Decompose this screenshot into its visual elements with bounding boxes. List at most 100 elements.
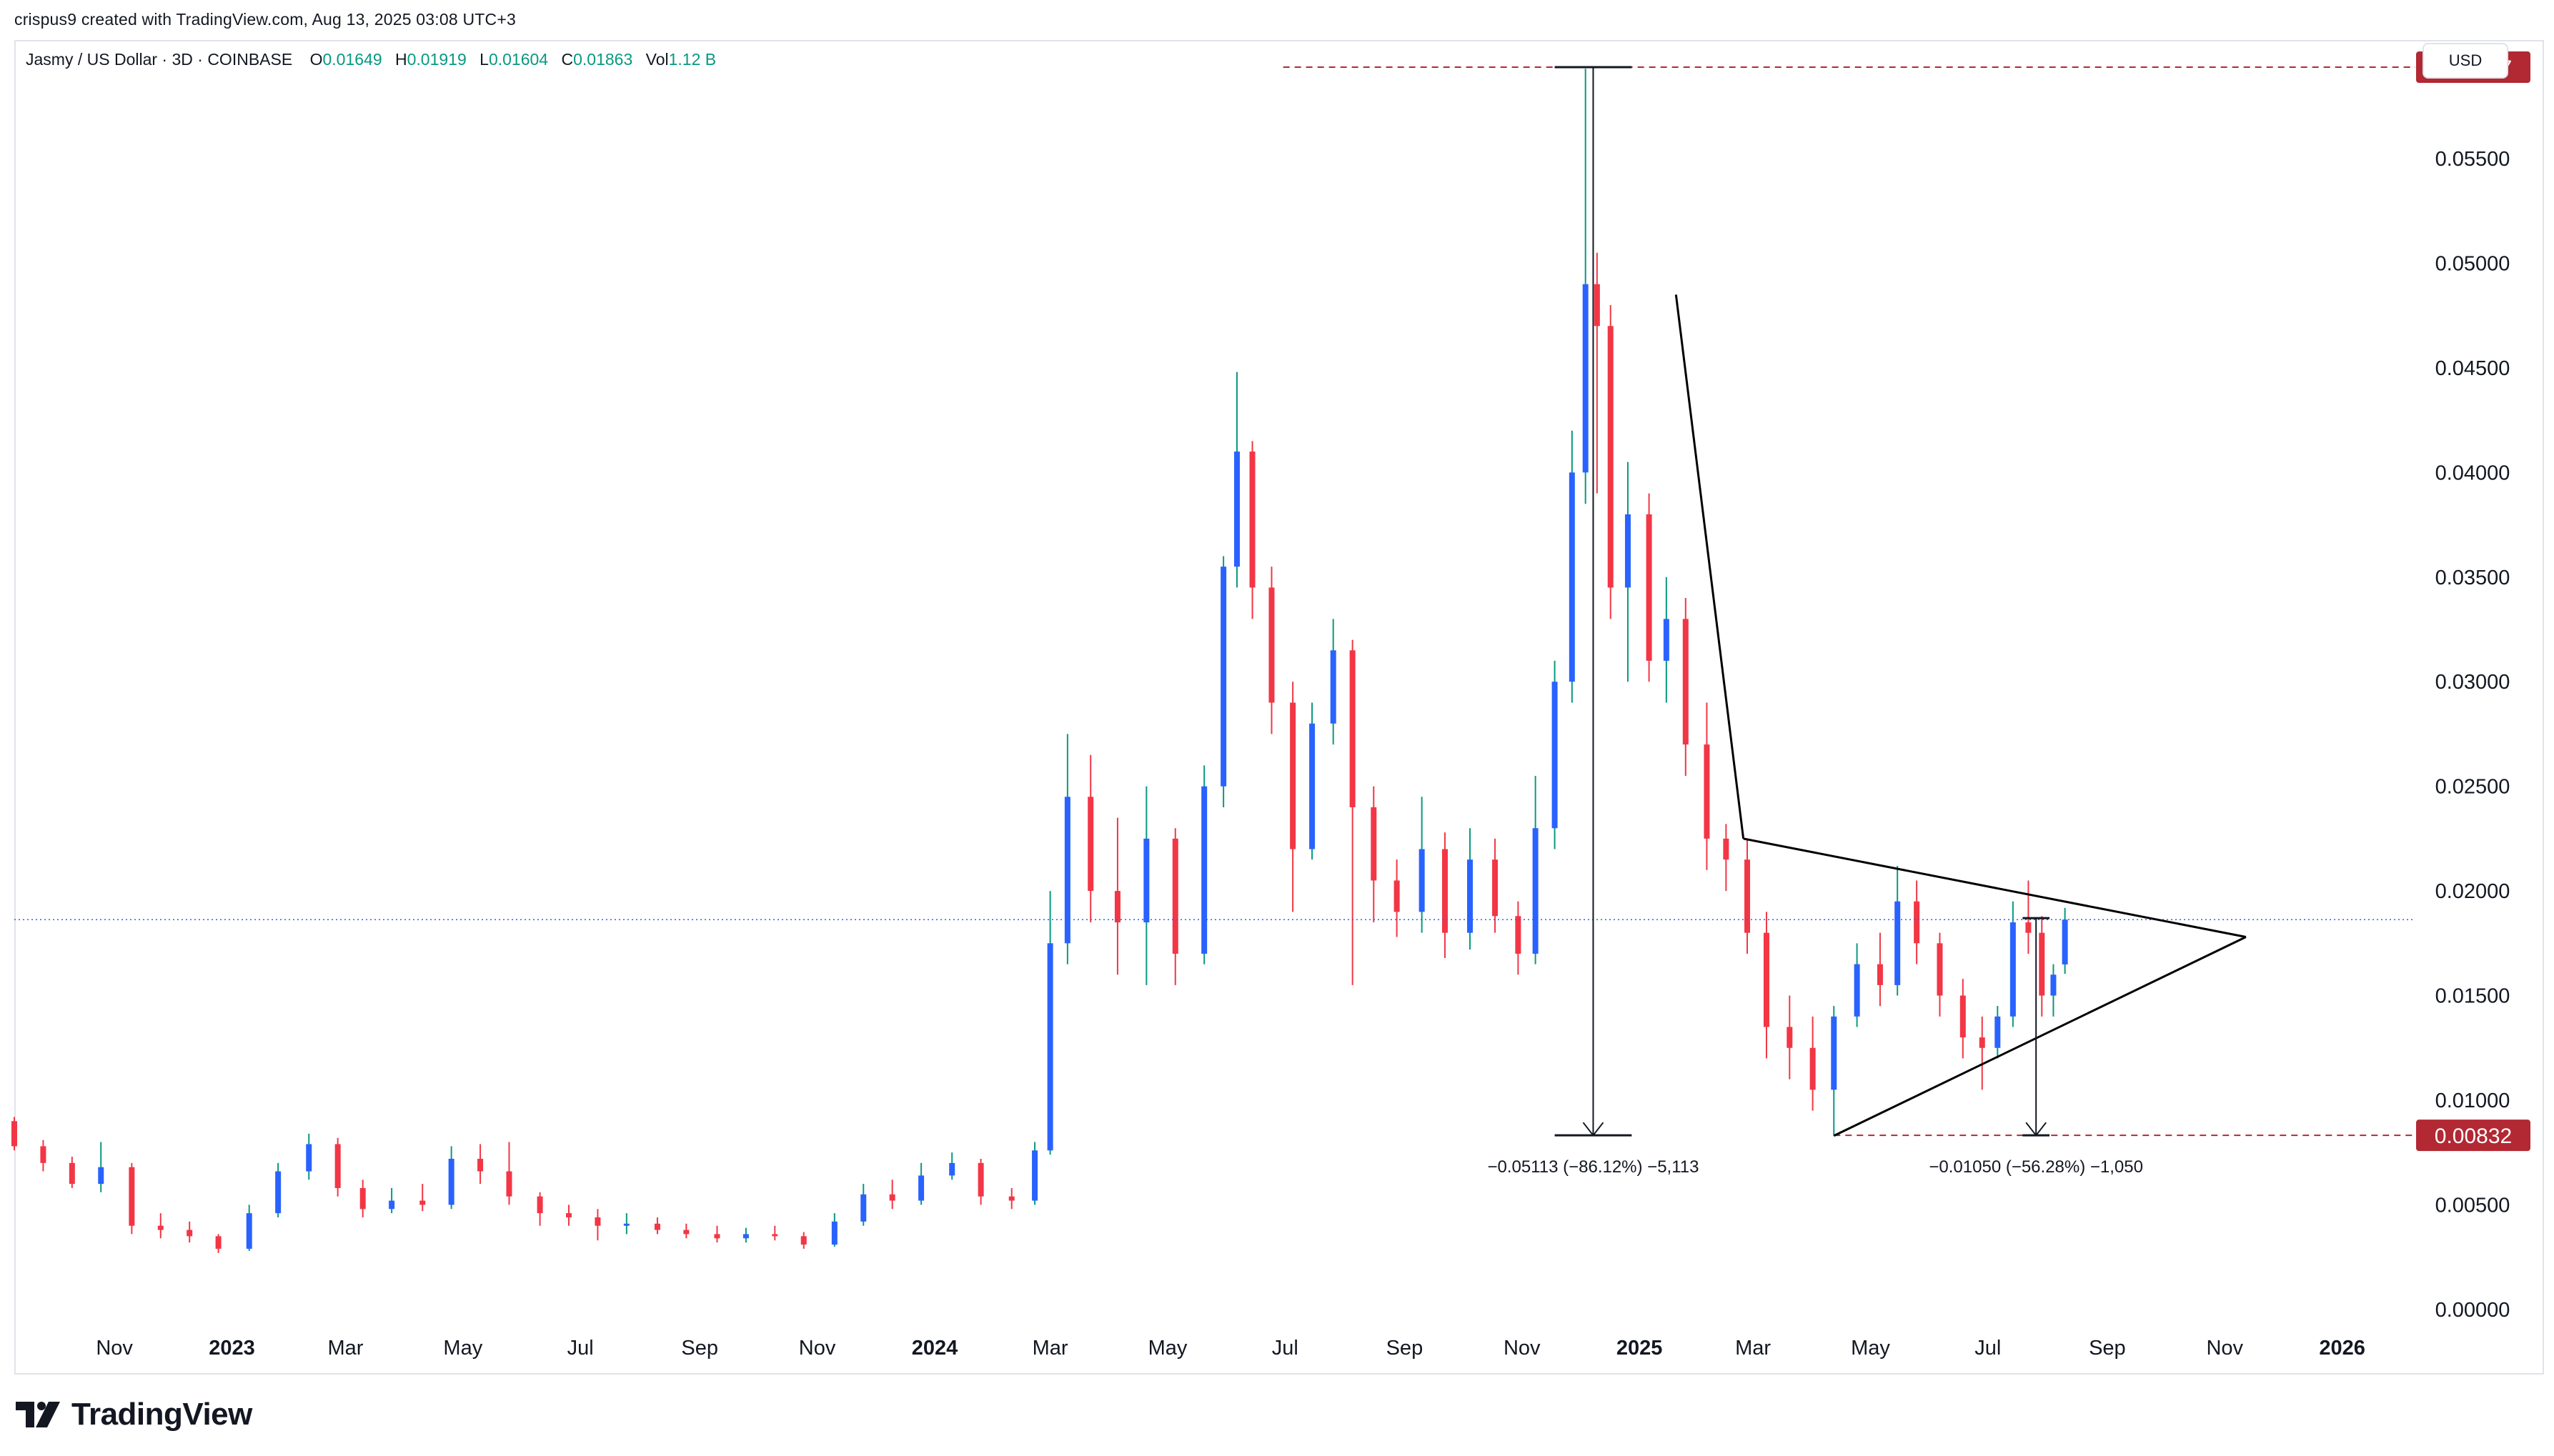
candle-body bbox=[419, 1200, 426, 1205]
currency-button[interactable]: USD bbox=[2423, 43, 2508, 79]
candle-body bbox=[129, 1167, 135, 1226]
candle-body bbox=[742, 1234, 749, 1239]
candle bbox=[1008, 1187, 1015, 1210]
candle-body bbox=[831, 1221, 838, 1245]
triangle-upper-trendline bbox=[1743, 837, 2247, 938]
candle-body bbox=[1249, 452, 1256, 588]
close-value: 0.01863 bbox=[573, 50, 633, 69]
time-tick-label: Jul bbox=[1272, 1337, 1298, 1360]
measure-label: −0.05113 (−86.12%) −5,113 bbox=[1487, 1157, 1699, 1177]
candle-body bbox=[2050, 974, 2057, 996]
candle bbox=[2050, 964, 2057, 1017]
low-label: L bbox=[480, 50, 489, 69]
candle bbox=[1515, 901, 1521, 975]
time-tick-label: May bbox=[1851, 1337, 1890, 1360]
candle-body bbox=[1914, 901, 1920, 944]
candle-body bbox=[683, 1230, 690, 1235]
candle-body bbox=[1088, 797, 1094, 892]
candle-body bbox=[772, 1234, 778, 1237]
candle bbox=[623, 1213, 630, 1235]
level-lines bbox=[1283, 66, 2415, 1137]
candle bbox=[1994, 1006, 2001, 1059]
candle-body bbox=[1723, 838, 1729, 860]
volume-label: Vol bbox=[645, 50, 669, 69]
candle bbox=[98, 1142, 104, 1192]
candle bbox=[537, 1192, 543, 1226]
candle-body bbox=[187, 1230, 193, 1237]
candle-body bbox=[477, 1158, 484, 1172]
candle-body bbox=[1979, 1037, 1985, 1048]
candle-body bbox=[157, 1225, 164, 1230]
candle-body bbox=[1532, 828, 1539, 954]
candle bbox=[1032, 1142, 1038, 1205]
price-tick-label: 0.01000 bbox=[2435, 1089, 2510, 1112]
arrow-down-icon bbox=[1582, 1122, 1604, 1137]
candle bbox=[1877, 932, 1883, 1007]
candle bbox=[889, 1180, 895, 1210]
time-tick-label: Nov bbox=[2206, 1337, 2243, 1360]
candle-body bbox=[1646, 514, 1652, 661]
candle-body bbox=[215, 1236, 222, 1249]
candle-body bbox=[306, 1144, 312, 1172]
candle bbox=[157, 1213, 164, 1239]
price-tick-label: 0.03000 bbox=[2435, 671, 2510, 694]
candle-body bbox=[1624, 514, 1631, 588]
candle bbox=[1959, 979, 1966, 1059]
candle-body bbox=[1492, 859, 1499, 917]
candle bbox=[1114, 817, 1121, 975]
candle-body bbox=[2039, 932, 2045, 996]
candle bbox=[918, 1162, 925, 1205]
time-axis[interactable]: Nov 2023 Mar May Jul Sep Nov 2024 Mar May Jul Sep No… bbox=[96, 1337, 2365, 1360]
candle bbox=[772, 1225, 778, 1241]
candle bbox=[1723, 824, 1729, 892]
candle bbox=[419, 1184, 426, 1212]
candle-body bbox=[1290, 702, 1296, 849]
symbol-legend: Jasmy / US Dollar · 3D · COINBASE O0.016… bbox=[26, 50, 722, 69]
candle bbox=[1047, 891, 1053, 1155]
price-tick-label: 0.00500 bbox=[2435, 1194, 2510, 1217]
candle bbox=[1172, 828, 1178, 985]
price-axis[interactable]: 0.00000 0.00500 0.01000 0.01500 0.02000 0.025… bbox=[2435, 148, 2510, 1322]
candles bbox=[11, 69, 2068, 1253]
candle bbox=[1831, 1006, 1837, 1136]
candle-body bbox=[69, 1162, 75, 1185]
candle bbox=[477, 1144, 484, 1185]
candle-body bbox=[1268, 587, 1275, 703]
candle-body bbox=[1143, 838, 1150, 923]
tradingview-brand[interactable]: TradingView bbox=[16, 1393, 252, 1436]
candle bbox=[566, 1205, 572, 1226]
candle bbox=[11, 1117, 17, 1151]
candle-body bbox=[1594, 284, 1600, 326]
candle-body bbox=[1064, 797, 1070, 944]
volume-value: 1.12 B bbox=[668, 50, 717, 69]
candle-body bbox=[1569, 472, 1575, 682]
candle bbox=[448, 1146, 454, 1210]
candle bbox=[1894, 865, 1901, 996]
time-tick-label: Sep bbox=[1386, 1337, 1423, 1360]
candle-body bbox=[1607, 326, 1614, 588]
candle bbox=[1663, 577, 1669, 703]
symbol-name: Jasmy / US Dollar · 3D · COINBASE bbox=[26, 50, 293, 69]
time-tick-label: Sep bbox=[2089, 1337, 2126, 1360]
candle bbox=[275, 1162, 282, 1217]
candle-body bbox=[1441, 849, 1448, 933]
candle bbox=[742, 1227, 749, 1243]
time-tick-label: May bbox=[1148, 1337, 1188, 1360]
candle-body bbox=[1763, 932, 1769, 1027]
candle-body bbox=[1994, 1016, 2001, 1048]
candle-body bbox=[1371, 807, 1377, 881]
candle bbox=[831, 1213, 838, 1247]
time-tick-label: Nov bbox=[799, 1337, 836, 1360]
time-tick-label: Sep bbox=[681, 1337, 718, 1360]
candle-body bbox=[2009, 922, 2016, 1017]
trendlines bbox=[1674, 294, 2247, 1137]
price-tick-label: 0.03500 bbox=[2435, 567, 2510, 589]
candle bbox=[1349, 639, 1356, 985]
triangle-lower-trendline bbox=[1833, 936, 2247, 1137]
candle-body bbox=[595, 1217, 601, 1226]
high-value: 0.01919 bbox=[407, 50, 467, 69]
candle-body bbox=[1877, 964, 1883, 985]
candle-body bbox=[566, 1213, 572, 1217]
price-tick-label: 0.00000 bbox=[2435, 1299, 2510, 1322]
